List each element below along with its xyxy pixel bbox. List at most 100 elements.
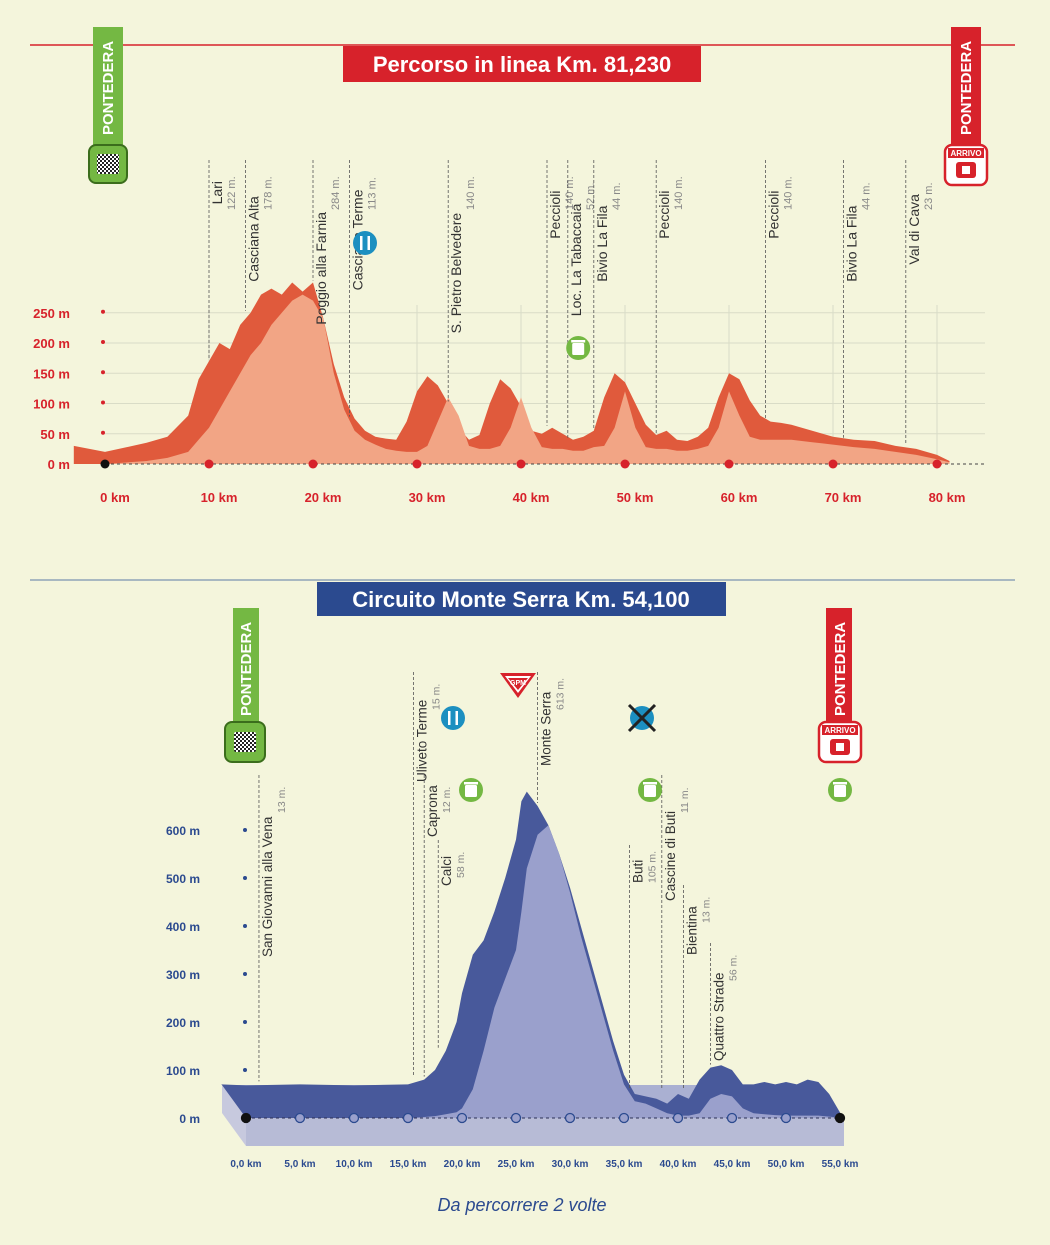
waypoint-altitude: 178 m. <box>262 176 274 210</box>
waypoint-altitude: 11 m. <box>679 788 691 813</box>
x-tick-dot <box>412 459 422 469</box>
waypoint-altitude: 113 m. <box>366 177 378 210</box>
waypoint-altitude: 56 m. <box>727 955 739 981</box>
waypoint-name: Caprona <box>425 785 440 837</box>
waypoint-name: S. Pietro Belvedere <box>448 213 464 334</box>
y-tick-dot <box>243 1068 247 1072</box>
waypoint-altitude: 140 m. <box>465 176 477 210</box>
food-icon <box>353 231 377 255</box>
x-tick-dot <box>828 459 838 469</box>
x-tick-dot <box>516 459 526 469</box>
x-tick-label: 10,0 km <box>336 1159 373 1170</box>
waypoint-altitude: 122 m. <box>226 176 238 210</box>
x-tick-label: 30 km <box>409 490 446 505</box>
x-tick-label: 20 km <box>305 490 342 505</box>
finish-marker-2: PONTEDERA ARRIVO <box>817 608 863 764</box>
waypoint-altitude: 284 m. <box>330 176 342 210</box>
waypoint-name: Peccioli <box>547 191 563 239</box>
x-tick-label: 55,0 km <box>822 1159 859 1170</box>
x-tick-dot <box>834 1112 846 1124</box>
waypoint-name: Monte Serra <box>539 691 554 766</box>
y-tick-label: 150 m <box>33 366 70 381</box>
x-tick-dot <box>932 459 942 469</box>
x-tick-dot <box>348 1112 360 1124</box>
x-tick-dot <box>780 1112 792 1124</box>
x-tick-dot <box>456 1112 468 1124</box>
start-label: PONTEDERA <box>100 41 117 135</box>
y-tick-dot <box>243 972 247 976</box>
start-marker: PONTEDERA <box>88 27 128 184</box>
waypoint-name: Poggio alla Farnia <box>313 212 329 325</box>
finish-marker: PONTEDERA ARRIVO <box>943 27 989 187</box>
x-tick-label: 70 km <box>825 490 862 505</box>
y-tick-label: 50 m <box>40 427 70 442</box>
waypoint-altitude: 140 m. <box>782 176 794 210</box>
waypoint-name: Quattro Strade <box>711 972 726 1061</box>
waypoint-altitude: 105 m. <box>646 851 658 883</box>
y-tick-label: 200 m <box>166 1016 200 1030</box>
chart2-subtitle: Da percorrere 2 volte <box>437 1195 606 1215</box>
y-tick-label: 100 m <box>33 397 70 412</box>
waypoint-altitude: 13 m. <box>276 787 288 813</box>
y-tick-label: 250 m <box>33 306 70 321</box>
trash-bin-icon <box>566 336 591 360</box>
y-tick-label: 200 m <box>33 336 70 351</box>
waypoint-altitude: 13 m. <box>700 897 712 923</box>
finish-badge-2: ARRIVO <box>824 726 855 735</box>
y-tick-dot <box>243 1020 247 1024</box>
waypoint-name: Bivio La Fila <box>843 205 859 281</box>
y-tick-dot <box>101 309 105 314</box>
trash-bin-icon <box>638 778 662 802</box>
waypoint-name: Peccioli <box>765 191 781 239</box>
x-tick-label: 20,0 km <box>444 1159 481 1170</box>
y-tick-label: 500 m <box>166 872 200 886</box>
x-tick-label: 50 km <box>617 490 654 505</box>
x-tick-dot <box>510 1112 522 1124</box>
x-tick-dot <box>726 1112 738 1124</box>
y-tick-label: 600 m <box>166 824 200 838</box>
y-tick-dot <box>243 924 247 928</box>
base-slab-front <box>246 1118 844 1146</box>
x-tick-dot <box>100 459 110 469</box>
x-tick-dot <box>672 1112 684 1124</box>
y-tick-label: 400 m <box>166 920 200 934</box>
waypoint-altitude: 12 m. <box>441 787 453 813</box>
x-tick-label: 15,0 km <box>390 1159 427 1170</box>
waypoint-altitude: 140 m. <box>564 176 576 210</box>
x-tick-label: 40,0 km <box>660 1159 697 1170</box>
x-tick-label: 30,0 km <box>552 1159 589 1170</box>
x-tick-label: 0,0 km <box>230 1159 261 1170</box>
trash-bin-icon <box>828 778 852 802</box>
y-tick-label: 100 m <box>166 1064 200 1078</box>
finish-label: PONTEDERA <box>958 41 975 135</box>
waypoint-name: Val di Cava <box>906 194 922 265</box>
x-tick-label: 45,0 km <box>714 1159 751 1170</box>
waypoint-altitude: 140 m. <box>673 176 685 210</box>
waypoint-name: Bientina <box>684 906 699 955</box>
profile-area-light <box>221 825 844 1118</box>
y-tick-dot <box>243 876 247 880</box>
finish-badge: ARRIVO <box>950 149 981 158</box>
y-tick-dot <box>101 340 105 344</box>
y-tick-dot <box>101 400 105 405</box>
x-tick-dot <box>294 1112 306 1124</box>
x-tick-dot <box>240 1112 252 1124</box>
y-tick-dot <box>101 430 105 435</box>
food-icon <box>441 706 465 730</box>
waypoint-name: Calci <box>439 856 454 886</box>
x-tick-label: 60 km <box>721 490 758 505</box>
x-tick-dot <box>564 1112 576 1124</box>
waypoint-name: Peccioli <box>656 191 672 239</box>
x-tick-dot <box>204 459 214 469</box>
x-tick-label: 35,0 km <box>606 1159 643 1170</box>
waypoint-altitude: 52 m. <box>585 182 597 210</box>
start-label-2: PONTEDERA <box>238 622 255 716</box>
gpm-icon: GPM <box>500 673 536 698</box>
x-tick-dot <box>308 459 318 469</box>
x-tick-label: 50,0 km <box>768 1159 805 1170</box>
finish-label-2: PONTEDERA <box>832 622 849 716</box>
waypoint-name: Loc. La Tabaccaia <box>568 203 584 316</box>
base-slab-side <box>222 1085 246 1146</box>
no-food-icon <box>627 703 657 733</box>
x-tick-label: 10 km <box>201 490 238 505</box>
